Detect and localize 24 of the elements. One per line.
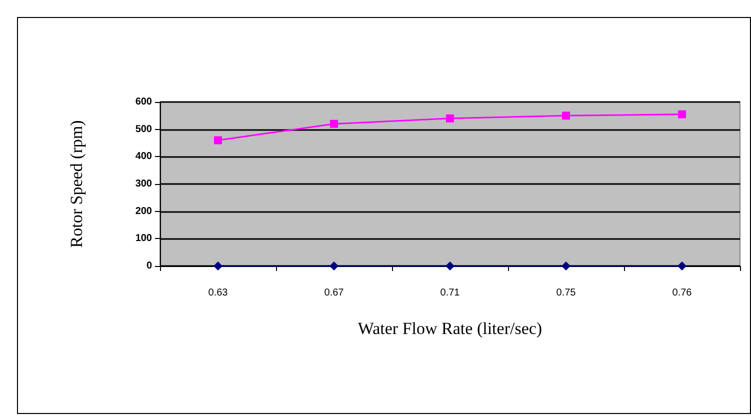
point bbox=[330, 262, 338, 270]
x-tick-label: 0.75 bbox=[556, 288, 576, 298]
y-tick-label: 100 bbox=[135, 233, 152, 244]
x-axis-title: Water Flow Rate (liter/sec) bbox=[358, 319, 542, 338]
y-tick-label: 600 bbox=[135, 96, 152, 108]
x-tick-label: 0.67 bbox=[324, 288, 344, 298]
point bbox=[678, 110, 686, 118]
y-tick-label: 500 bbox=[135, 124, 152, 135]
point bbox=[214, 262, 222, 270]
y-axis-title: Rotor Speed (rpm) bbox=[67, 120, 86, 248]
x-tick-label: 0.76 bbox=[672, 288, 692, 298]
point bbox=[446, 262, 454, 270]
y-tick-label: 400 bbox=[135, 151, 152, 162]
point bbox=[446, 114, 454, 122]
y-tick-label: 0 bbox=[146, 260, 152, 272]
point bbox=[214, 136, 222, 144]
x-tick-label: 0.71 bbox=[440, 288, 460, 298]
y-tick-label: 200 bbox=[135, 206, 152, 217]
point bbox=[562, 262, 570, 270]
point bbox=[678, 262, 686, 270]
y-tick-label: 300 bbox=[135, 178, 152, 190]
x-tick-label: 0.63 bbox=[208, 288, 228, 298]
point bbox=[330, 120, 338, 128]
point bbox=[562, 112, 570, 120]
